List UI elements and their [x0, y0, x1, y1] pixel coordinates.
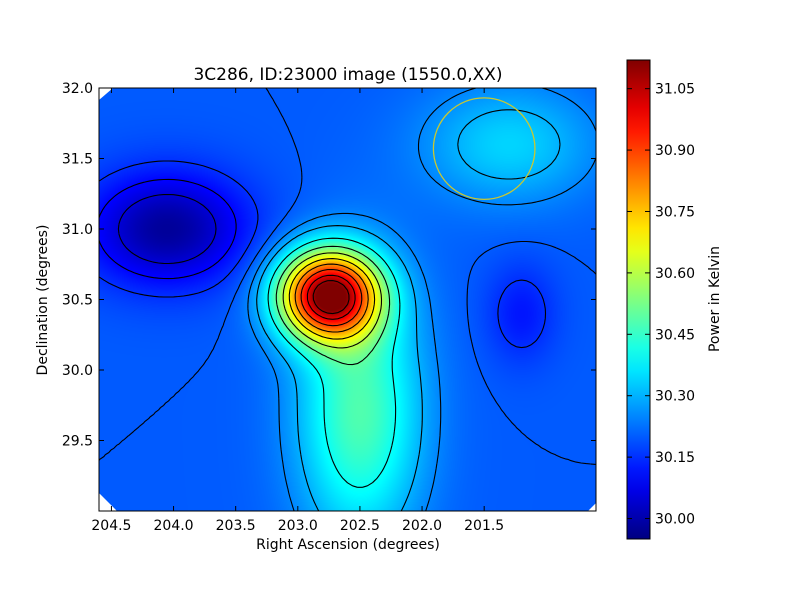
colorbar: 30.00 30.15 30.30 30.45 30.60 30.75 30.90 31.05… — [626, 59, 723, 540]
corner-masks — [99, 88, 596, 511]
contour-line — [275, 245, 391, 366]
x-tick-label: 201.5 — [464, 518, 504, 534]
contour-line — [99, 160, 547, 349]
contour-line — [288, 258, 376, 340]
colorbar-tick-label: 31.05 — [655, 82, 695, 98]
colorbar-tick-label: 30.45 — [655, 327, 695, 343]
colorbar-tick-label: 30.90 — [655, 143, 695, 159]
contour-line — [306, 274, 356, 320]
x-tick-label: 204.5 — [91, 518, 131, 534]
y-tick-label: 31.5 — [62, 152, 93, 168]
contour-line — [282, 252, 383, 349]
beam-circle — [432, 97, 536, 201]
colorbar-tick-label: 30.00 — [655, 512, 695, 528]
contour-line — [294, 263, 369, 333]
y-tick-label: 32.0 — [62, 81, 93, 97]
x-tick-label: 204.0 — [154, 518, 194, 534]
x-axis-label: Right Ascension (degrees) — [256, 537, 440, 553]
y-tick-label: 30.0 — [62, 363, 93, 379]
image-edge-mask — [99, 493, 117, 511]
x-tick-label: 203.0 — [278, 518, 318, 534]
contour-line — [267, 237, 401, 488]
y-tick-label: 31.0 — [62, 222, 93, 238]
contour-line — [99, 88, 596, 465]
contour-lines — [99, 88, 596, 511]
contour-line — [256, 109, 561, 511]
y-tick-label: 29.5 — [62, 434, 93, 450]
contour-line — [117, 193, 217, 265]
y-axis: 29.5 30.0 30.5 31.0 31.5 32.0 — [62, 81, 596, 450]
colorbar-tick-label: 30.30 — [655, 389, 695, 405]
y-axis-label: Declination (degrees) — [35, 225, 51, 376]
colorbar-gradient — [626, 59, 651, 540]
x-tick-label: 202.0 — [402, 518, 442, 534]
x-tick-label: 203.5 — [216, 518, 256, 534]
colorbar-label: Power in Kelvin — [707, 246, 723, 352]
colorbar-tick-label: 30.75 — [655, 204, 695, 220]
colorbar-ticks: 30.00 30.15 30.30 30.45 30.60 30.75 30.90 31.05 — [627, 82, 695, 528]
chart-title: 3C286, ID:23000 image (1550.0,XX) — [193, 65, 502, 85]
contour-line — [99, 178, 237, 280]
colorbar-tick-label: 30.15 — [655, 450, 695, 466]
image-edge-mask — [99, 88, 113, 100]
x-axis: 204.5 204.0 203.5 203.0 202.5 202.0 201.5 — [91, 88, 504, 534]
contour-line — [247, 88, 596, 511]
image-edge-mask — [588, 503, 596, 511]
contour-line — [312, 280, 350, 315]
x-tick-label: 202.5 — [340, 518, 380, 534]
y-tick-label: 30.5 — [62, 293, 93, 309]
colorbar-tick-label: 30.60 — [655, 266, 695, 282]
contour-line — [300, 268, 363, 327]
heatmap-image — [99, 88, 596, 511]
plot-area — [99, 88, 596, 511]
